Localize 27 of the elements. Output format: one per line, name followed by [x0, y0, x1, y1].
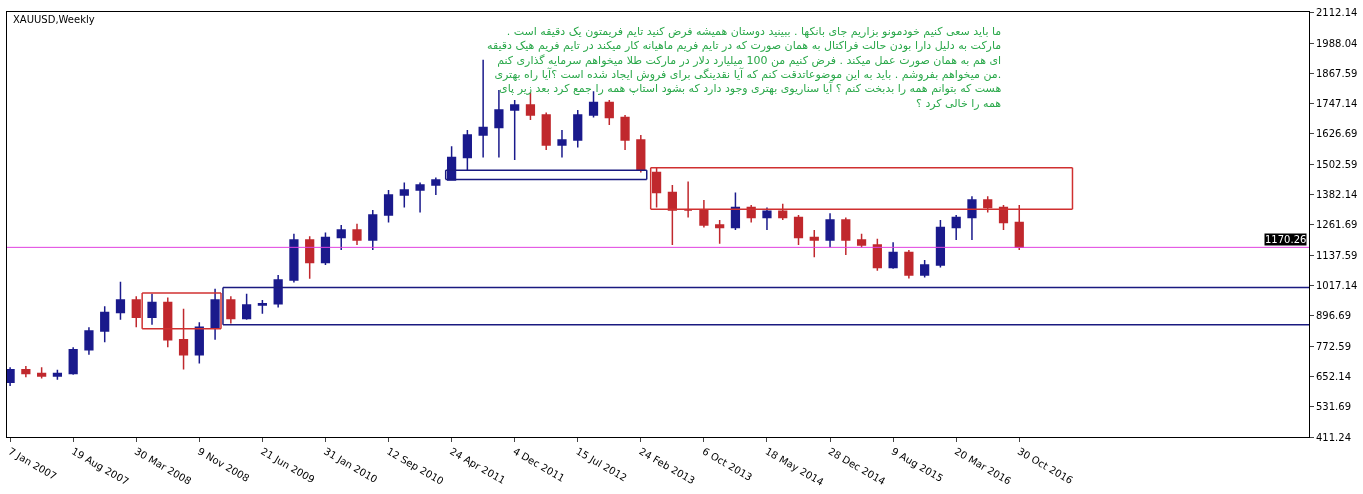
y-tick-label: 1988.04: [1316, 37, 1358, 49]
x-tick-label: 30 Oct 2016: [1015, 445, 1075, 486]
y-tick-label: 1017.14: [1316, 280, 1358, 292]
ref-line-label: 1170.26: [1265, 234, 1307, 245]
y-tick-label: 411.24: [1316, 431, 1351, 443]
x-tick-label: 6 Oct 2013: [700, 445, 754, 483]
x-tick-label: 21 Jun 2009: [258, 445, 317, 486]
y-tick-label: 1626.69: [1316, 127, 1358, 139]
x-tick-label: 30 Mar 2008: [132, 445, 194, 487]
y-tick-label: 1502.59: [1316, 158, 1358, 170]
annotation: ما باید سعی کنیم خودمونو بزاریم جای بانکها . ببینید دوستان همیشه فرض کنید تایم فریمتون یک دقیقه است . مارکت به دلیل دارا بودن حالت فراکتال به همان صورت که در تایم فریم ماهیانه کار میکند در تایم فریم هیک دقیقه ای هم به همان صورت عمل میکند . فرض کنیم من 100 میلیارد دلار در مارکت طلا میخواهم سرمایه گذاری کنم .من میخواهم بفروشم . باید به این موضوعاتدقت کنم که آیا نقدینگی برای فروش ایجاد شده است ؟آیا راه بهتری هست که بتوانم همه را بدبخت کنم ؟ آیا سناریوی بهتری وجود دارد که بشود استاپ همه را جمع کرد بعد زیر پای همه را خالی کرد ؟: [487, 25, 1002, 110]
y-tick-label: 772.59: [1316, 341, 1351, 353]
x-tick-label: 31 Jan 2010: [321, 445, 380, 486]
x-tick-label: 19 Aug 2007: [69, 445, 131, 488]
x-tick-label: 7 Jan 2007: [6, 445, 59, 482]
chart-title: XAUUSD,Weekly: [13, 14, 95, 25]
y-tick-label: 652.14: [1316, 371, 1351, 383]
y-tick-label: 531.69: [1316, 401, 1351, 413]
y-tick-label: 1382.14: [1316, 188, 1358, 200]
y-tick-label: 1747.14: [1316, 97, 1358, 109]
x-tick-label: 20 Mar 2016: [952, 445, 1014, 487]
y-tick-label: 1867.59: [1316, 67, 1358, 79]
y-tick-label: 896.69: [1316, 310, 1351, 322]
y-tick-label: 1261.69: [1316, 219, 1358, 230]
y-tick-label: 1137.59: [1316, 250, 1358, 262]
x-tick-label: 9 Aug 2015: [889, 445, 946, 484]
y-tick-label: 2112.14: [1316, 6, 1358, 18]
